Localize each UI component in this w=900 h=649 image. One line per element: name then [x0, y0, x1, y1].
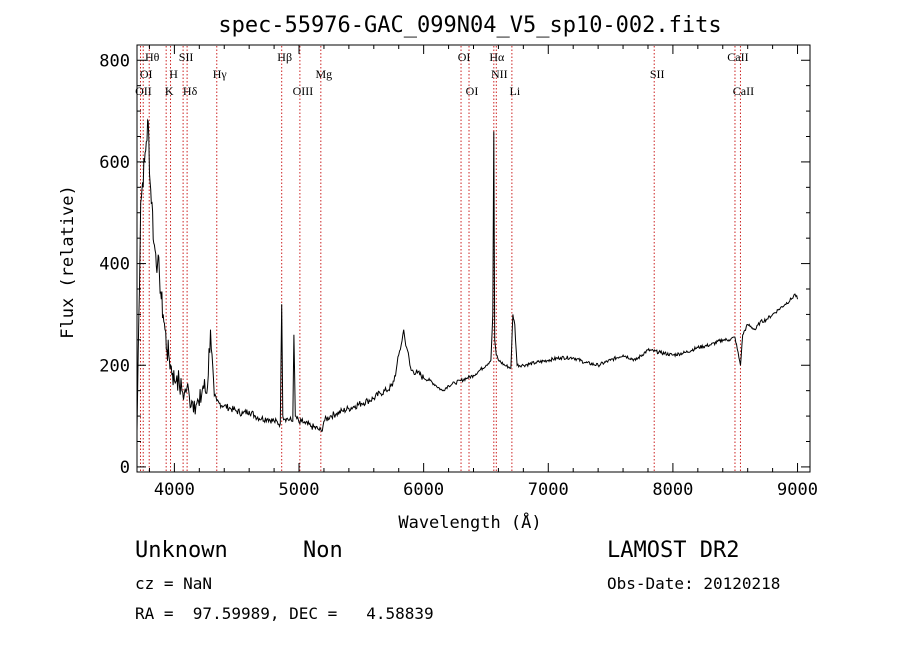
emission-line-label: K — [165, 84, 174, 98]
emission-line-label: OI — [140, 67, 153, 81]
emission-line-label: CaII — [733, 84, 754, 98]
y-tick-label: 600 — [99, 153, 130, 173]
emission-line-label: SII — [179, 50, 194, 64]
obs-date-label: Obs-Date: 20120218 — [607, 574, 781, 593]
emission-line-label: CaII — [727, 50, 748, 64]
x-axis-label: Wavelength (Å) — [398, 511, 541, 533]
axes: 4000 5000 6000 7000 8000 9000 0 200 400 600 800 — [99, 45, 818, 500]
x-tick-label: 5000 — [279, 480, 320, 500]
emission-line-label: OI — [466, 84, 479, 98]
spectrum-series-line — [136, 118, 798, 432]
emission-line-label: Mg — [315, 67, 332, 81]
x-tick-label: 9000 — [777, 480, 818, 500]
emission-line-markers — [139, 46, 741, 472]
x-tick-label: 4000 — [154, 480, 195, 500]
plot-frame — [136, 44, 811, 473]
y-axis-label: Flux (relative) — [58, 185, 78, 339]
emission-line-label: NII — [491, 67, 508, 81]
emission-line-label: OII — [135, 84, 152, 98]
emission-line-label: Hβ — [277, 50, 292, 64]
chart-title: spec-55976-GAC_099N04_V5_sp10-002.fits — [218, 13, 721, 38]
redshift-label: cz = NaN — [135, 574, 213, 593]
emission-line-label: SII — [650, 67, 665, 81]
x-tick-label: 7000 — [528, 480, 569, 500]
x-tick-label: 8000 — [652, 480, 693, 500]
y-tick-label: 200 — [99, 356, 130, 376]
x-tick-label: 6000 — [403, 480, 444, 500]
emission-line-label: Hδ — [183, 84, 198, 98]
classification-label: Unknown — [135, 538, 228, 563]
survey-label: LAMOST DR2 — [607, 538, 740, 563]
y-tick-label: 800 — [99, 51, 130, 71]
emission-line-label: OIII — [293, 84, 314, 98]
emission-line-label: OI — [458, 50, 471, 64]
emission-line-label: Hα — [489, 50, 505, 64]
y-tick-label: 400 — [99, 255, 130, 275]
emission-line-label: H — [169, 67, 178, 81]
coordinates-label: RA = 97.59989, DEC = 4.58839 — [135, 604, 434, 623]
emission-line-label: Hθ — [145, 50, 160, 64]
subclass-label: Non — [303, 538, 343, 563]
emission-line-label: Li — [510, 84, 521, 98]
emission-line-label: Hγ — [213, 67, 228, 81]
y-tick-label: 0 — [120, 458, 130, 478]
